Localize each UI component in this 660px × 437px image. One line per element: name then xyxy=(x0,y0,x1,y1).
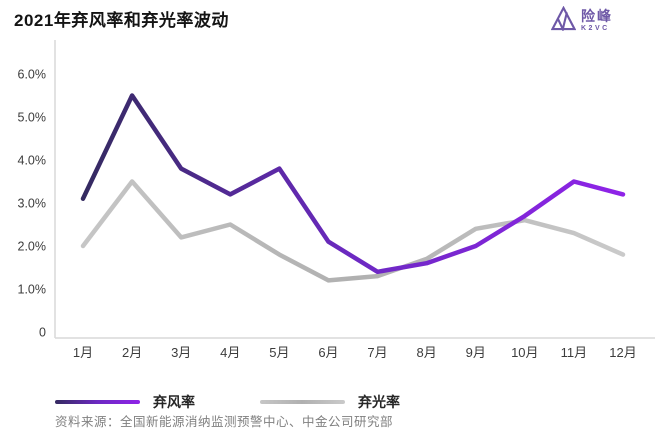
x-tick-label: 6月 xyxy=(318,345,338,360)
wind-series-swatch xyxy=(55,399,140,405)
brand-name-cn: 险峰 xyxy=(581,8,613,25)
chart-legend: 弃风率 弃光率 xyxy=(55,392,400,412)
x-tick-label: 1月 xyxy=(73,345,93,360)
y-tick-label: 5.0% xyxy=(18,111,47,125)
x-tick-label: 2月 xyxy=(122,345,142,360)
x-tick-label: 12月 xyxy=(609,345,636,360)
x-tick-label: 8月 xyxy=(417,345,437,360)
mountain-peak-icon xyxy=(550,5,577,36)
wind-series-label: 弃风率 xyxy=(153,394,195,410)
y-tick-label: 2.0% xyxy=(18,240,47,254)
y-tick-label: 4.0% xyxy=(18,154,47,168)
x-tick-label: 11月 xyxy=(561,345,588,360)
y-tick-label: 6.0% xyxy=(18,68,47,82)
brand-logo-text: 险峰 K2VC xyxy=(581,9,613,32)
solar-series-label: 弃光率 xyxy=(358,394,400,410)
x-tick-label: 5月 xyxy=(269,345,289,360)
x-tick-label: 4月 xyxy=(220,345,240,360)
brand-name-en: K2VC xyxy=(581,24,610,32)
solar-series-swatch xyxy=(260,399,345,405)
y-tick-label: 3.0% xyxy=(18,197,47,211)
legend-item-wind: 弃风率 xyxy=(55,392,195,412)
x-tick-label: 9月 xyxy=(466,345,486,360)
x-tick-label: 10月 xyxy=(511,345,538,360)
brand-logo: 险峰 K2VC xyxy=(550,5,613,36)
y-tick-label: 0 xyxy=(39,326,46,340)
series-line-solar xyxy=(80,179,626,283)
data-source-note: 资料来源：全国新能源消纳监测预警中心、中金公司研究部 xyxy=(55,415,394,429)
series-line-wind xyxy=(80,93,626,275)
page-title: 2021年弃风率和弃光率波动 xyxy=(14,11,229,30)
x-tick-label: 3月 xyxy=(171,345,191,360)
legend-item-solar: 弃光率 xyxy=(260,392,400,412)
x-tick-label: 7月 xyxy=(367,345,387,360)
y-tick-label: 1.0% xyxy=(18,283,47,297)
